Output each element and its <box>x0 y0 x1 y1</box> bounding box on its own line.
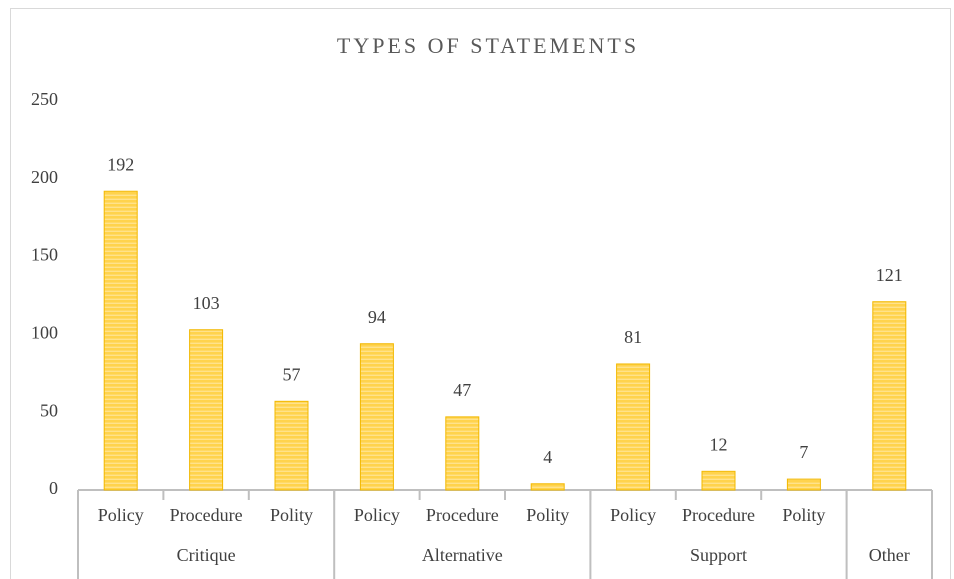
y-tick-label: 0 <box>49 478 58 498</box>
bar <box>616 363 651 491</box>
bar <box>530 483 565 491</box>
y-tick-label: 100 <box>31 323 58 343</box>
x-tick-label: Polity <box>526 505 569 525</box>
group-label: Alternative <box>422 545 503 565</box>
bar <box>872 301 907 491</box>
x-tick-label: Procedure <box>682 505 755 525</box>
chart-title: TYPES OF STATEMENTS <box>337 33 639 58</box>
group-label: Critique <box>177 545 236 565</box>
x-tick-label: Polity <box>270 505 313 525</box>
data-label: 81 <box>624 327 642 347</box>
bar <box>274 400 309 491</box>
y-tick-label: 250 <box>31 89 58 109</box>
bar <box>103 190 138 491</box>
y-tick-label: 50 <box>40 400 58 420</box>
bar <box>359 343 394 491</box>
group-label: Support <box>690 545 747 565</box>
data-label: 121 <box>876 265 903 285</box>
bar <box>189 329 224 491</box>
data-label: 103 <box>193 293 220 313</box>
data-label: 47 <box>453 380 471 400</box>
data-label: 192 <box>107 154 134 174</box>
x-tick-label: Policy <box>610 505 656 525</box>
x-tick-label: Procedure <box>170 505 243 525</box>
chart-border <box>10 8 951 579</box>
data-label: 94 <box>368 307 386 327</box>
y-tick-label: 150 <box>31 245 58 265</box>
y-tick-label: 200 <box>31 167 58 187</box>
bar <box>786 478 821 491</box>
group-label: Other <box>869 545 910 565</box>
x-tick-label: Policy <box>354 505 400 525</box>
x-tick-label: Polity <box>782 505 825 525</box>
data-label: 4 <box>543 447 552 467</box>
data-label: 12 <box>710 434 728 454</box>
bar <box>445 416 480 491</box>
bar <box>701 470 736 491</box>
x-tick-label: Policy <box>98 505 144 525</box>
data-label: 57 <box>283 364 301 384</box>
data-label: 7 <box>799 442 808 462</box>
x-tick-label: Procedure <box>426 505 499 525</box>
